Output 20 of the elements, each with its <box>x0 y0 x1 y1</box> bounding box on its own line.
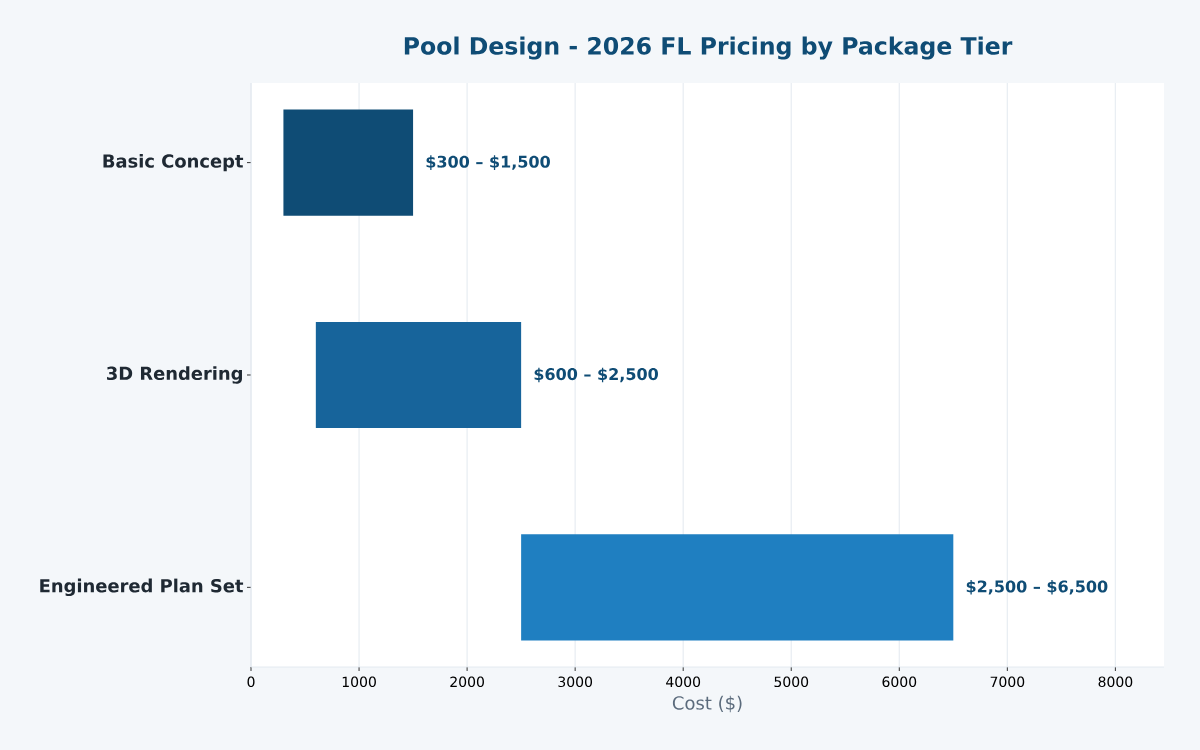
x-tick-label: 3000 <box>558 676 593 688</box>
x-axis-title: Cost ($) <box>672 695 742 713</box>
x-tick-label: 5000 <box>774 676 809 688</box>
y-tick-label: Basic Concept <box>103 153 244 172</box>
annotation: $300 – $1,500 <box>426 155 550 170</box>
bar <box>315 321 522 429</box>
y-tick-label: 3D Rendering <box>107 366 242 384</box>
x-tick-label: 7000 <box>990 676 1025 688</box>
bar <box>521 534 954 641</box>
x-tick-label: 8000 <box>1098 676 1133 688</box>
bar <box>283 109 414 216</box>
chart-title: Pool Design - 2026 FL Pricing by Package Tier <box>404 36 1013 60</box>
x-tick-label: 4000 <box>666 676 701 688</box>
x-tick-label: 0 <box>247 676 255 688</box>
x-tick-label: 6000 <box>882 676 917 688</box>
annotation: $2,500 – $6,500 <box>966 580 1108 595</box>
x-tick-label: 1000 <box>342 676 376 688</box>
x-tick-label: 2000 <box>450 676 484 688</box>
y-tick-label: Engineered Plan Set <box>40 578 244 597</box>
annotation: $600 – $2,500 <box>534 367 658 383</box>
